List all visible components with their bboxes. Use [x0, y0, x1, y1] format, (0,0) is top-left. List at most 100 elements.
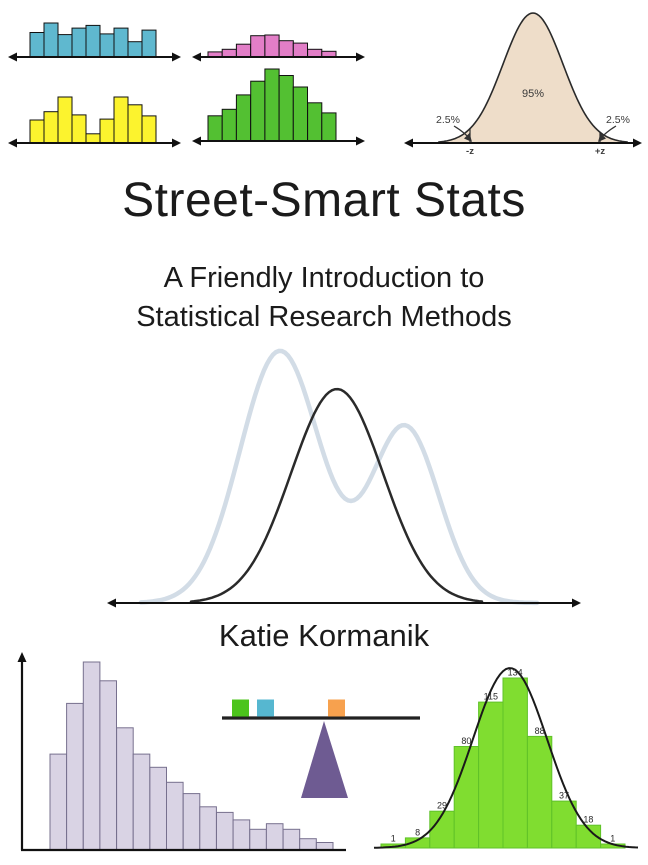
histogram-bar [429, 810, 455, 849]
axis-arrow-left [107, 598, 116, 608]
mini-histogram-uniform [6, 16, 184, 62]
histogram-bar [71, 27, 87, 58]
mini-histogram-bimodal-yellow-svg [8, 96, 181, 148]
histogram-bar [99, 118, 115, 144]
axis-arrow-left [192, 52, 201, 62]
normal-curve-diagram: 95% 2.5% 2.5% -z +z [398, 2, 648, 160]
green-block [232, 699, 249, 717]
histogram-bar [132, 753, 151, 851]
label-plus-z: +z [595, 146, 606, 157]
axis-arrow-left [404, 138, 413, 148]
bar-value-label: 115 [484, 692, 498, 702]
axis-arrow-right [356, 52, 365, 62]
mini-histogram-uniform-svg [8, 22, 181, 62]
histogram-bar [315, 842, 334, 851]
histogram-bar [116, 727, 134, 851]
histogram-bar [278, 75, 294, 142]
bar-value-label: 134 [508, 668, 523, 678]
blue-block [257, 699, 274, 717]
histogram-bar [235, 94, 252, 142]
bar-value-label: 18 [583, 815, 593, 825]
histogram-bar [43, 111, 59, 144]
histogram-bar [99, 33, 115, 58]
book-title: Street-Smart Stats [122, 174, 526, 227]
histogram-bar [71, 114, 87, 144]
fulcrum-triangle [301, 721, 348, 798]
mini-histogram-bell-pink [190, 16, 368, 62]
histogram-bar [127, 104, 143, 144]
histogram-bar [57, 34, 73, 58]
histogram-bar [66, 702, 84, 851]
histogram-bar [299, 838, 317, 851]
histogram-bar [113, 96, 129, 144]
histogram-bar [453, 746, 480, 849]
balance-beam-figure [214, 688, 426, 806]
histogram-bar [307, 102, 323, 142]
orange-block [328, 699, 345, 717]
bar-value-label: 1 [391, 834, 396, 844]
histogram-bar [250, 80, 266, 142]
histogram-bar [551, 800, 577, 849]
histogram-bar [141, 115, 157, 144]
histogram-bar [278, 40, 294, 58]
histogram-bar [282, 828, 301, 851]
histogram-bar [250, 35, 266, 58]
bimodal-light-curve [138, 348, 540, 606]
bar-value-label: 80 [461, 736, 471, 746]
axis-arrow-left [192, 136, 201, 146]
histogram-bar [575, 824, 602, 849]
overlap-curves-svg [107, 348, 581, 608]
bar-value-label: 8 [415, 827, 420, 837]
histogram-bar [221, 108, 237, 142]
histogram-bar [232, 819, 251, 851]
histogram-bar [43, 22, 59, 58]
axis-arrow-left [8, 138, 17, 148]
histogram-bar [478, 701, 504, 849]
histogram-bar [502, 677, 528, 849]
label-left-tail: 2.5% [436, 114, 460, 126]
bar-value-label: 88 [535, 726, 545, 736]
normal-black-curve [189, 387, 484, 603]
axis-arrow-left [8, 52, 17, 62]
histogram-bar [49, 753, 68, 851]
histogram-bar [321, 112, 337, 142]
subtitle-line-2: Statistical Research Methods [136, 301, 512, 333]
overlapping-distributions-chart [103, 342, 585, 614]
histogram-bar [99, 680, 118, 851]
histogram-bar [207, 115, 223, 142]
histogram-bar [85, 133, 101, 144]
axis-arrow-right [633, 138, 642, 148]
histogram-bar [265, 823, 284, 851]
bar-value-label: 1 [610, 834, 615, 844]
histogram-bar [235, 43, 252, 58]
histogram-bar [29, 32, 45, 58]
mini-histogram-bell-green-svg [192, 68, 365, 146]
bar-value-label: 29 [437, 801, 447, 811]
histogram-bar [307, 48, 323, 58]
right-skewed-histogram [8, 650, 353, 860]
histogram-bar [29, 119, 45, 144]
skewed-histogram-svg [17, 652, 346, 852]
histogram-bar [221, 48, 237, 58]
histogram-bar [264, 68, 280, 142]
axis-arrow-right [172, 52, 181, 62]
bar-value-label: 37 [559, 791, 569, 801]
histogram-bar [57, 96, 73, 144]
label-minus-z: -z [466, 146, 474, 157]
axis-arrow-right [572, 598, 581, 608]
y-axis-arrow [17, 652, 27, 662]
histogram-bar [216, 811, 234, 851]
histogram-bar [264, 34, 280, 58]
mini-histogram-bell-pink-svg [192, 34, 365, 62]
subtitle-line-1: A Friendly Introduction to [163, 262, 485, 294]
histogram-bar [199, 806, 217, 851]
label-95pct: 95% [522, 88, 544, 100]
histogram-bar [526, 735, 553, 849]
balance-beam-svg [222, 699, 420, 798]
label-right-tail: 2.5% [606, 114, 630, 126]
histogram-bar [292, 86, 309, 142]
histogram-bar [141, 29, 157, 58]
normal-histogram-green: 1 8 29 80 115 134 88 37 18 1 [372, 650, 648, 862]
normal-curve-svg: 95% 2.5% 2.5% -z +z [404, 12, 642, 157]
